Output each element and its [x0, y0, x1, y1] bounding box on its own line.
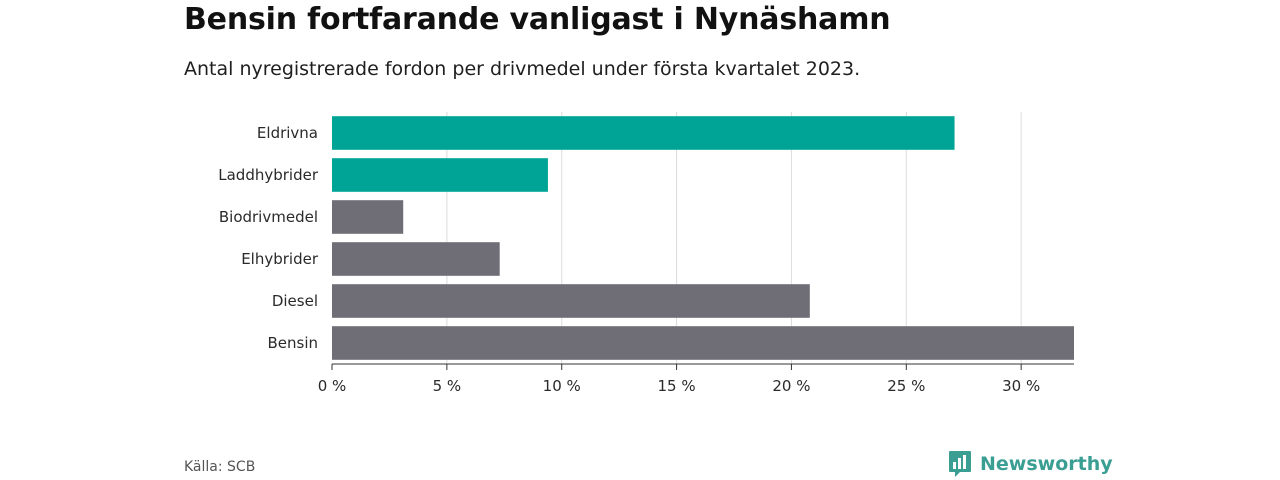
x-tick-label: 30 %	[1002, 377, 1040, 395]
bar-chart-icon	[949, 451, 971, 477]
category-label: Laddhybrider	[218, 166, 319, 184]
chart-subtitle: Antal nyregistrerade fordon per drivmede…	[184, 58, 861, 80]
category-label: Biodrivmedel	[219, 208, 318, 226]
category-label: Elhybrider	[241, 250, 319, 268]
x-tick-label: 25 %	[887, 377, 925, 395]
x-tick-label: 15 %	[658, 377, 696, 395]
x-tick-label: 20 %	[772, 377, 810, 395]
bar-elhybrider	[332, 242, 500, 276]
bar-bensin	[332, 326, 1074, 360]
brand-logo: Newsworthy	[948, 450, 1113, 478]
x-tick-label: 0 %	[318, 377, 347, 395]
category-label: Diesel	[272, 292, 318, 310]
bar-diesel	[332, 284, 810, 318]
chart-title: Bensin fortfarande vanligast i Nynäshamn	[184, 2, 891, 37]
category-labels: Eldrivna Laddhybrider Biodrivmedel Elhybrid…	[218, 124, 319, 352]
brand-name: Newsworthy	[980, 453, 1113, 475]
x-tick-label: 5 %	[433, 377, 462, 395]
x-tick-label: 10 %	[543, 377, 581, 395]
source-note: Källa: SCB	[184, 459, 256, 475]
category-label: Eldrivna	[257, 124, 318, 142]
bar-laddhybrider	[332, 158, 548, 192]
bar-eldrivna	[332, 116, 955, 150]
x-axis: 0 % 5 % 10 % 15 % 20 % 25 % 30 %	[318, 363, 1074, 395]
bar-biodrivmedel	[332, 200, 404, 234]
category-label: Bensin	[267, 334, 318, 352]
grid-lines	[446, 112, 1022, 364]
bars	[332, 116, 1074, 360]
